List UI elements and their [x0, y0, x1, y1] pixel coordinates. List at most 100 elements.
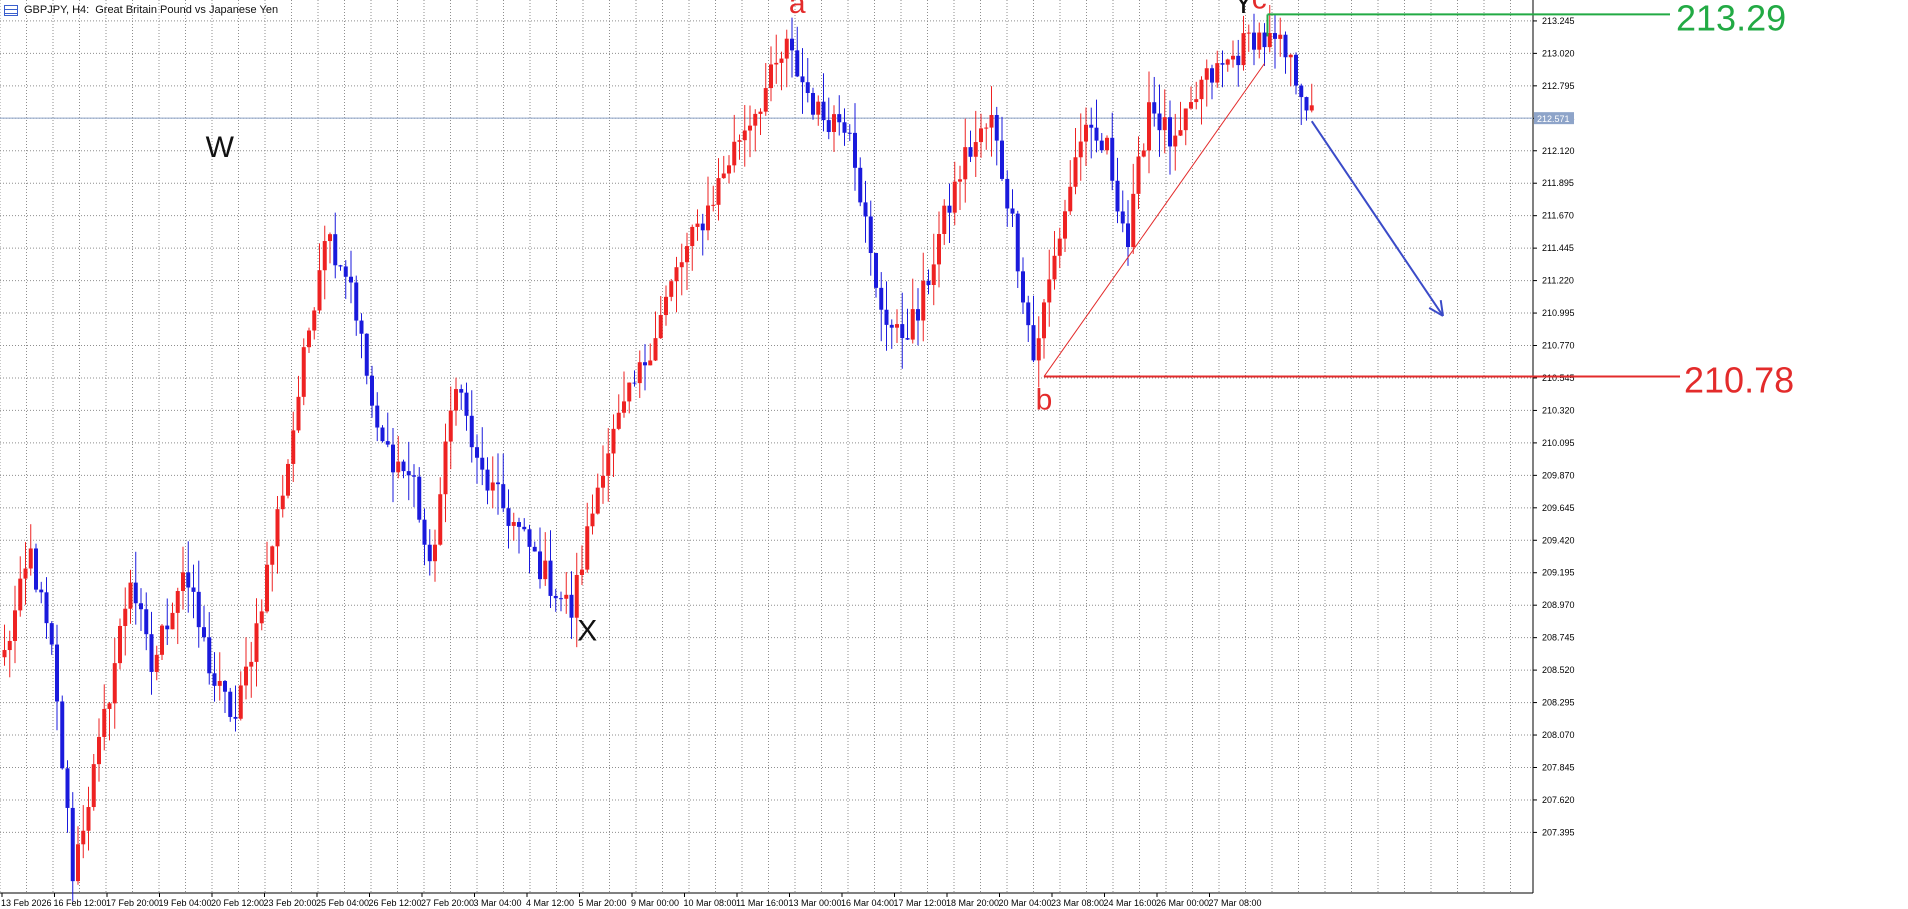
candle-bull [979, 128, 983, 143]
candle-bull [1073, 157, 1078, 187]
candle-bull [13, 610, 17, 641]
candle-bear [65, 768, 70, 808]
candle-bull [1309, 105, 1314, 111]
candle-bull [832, 114, 836, 132]
candle-bull [737, 140, 742, 142]
time-tick-label: 17 Feb 20:00 [106, 898, 159, 908]
candle-bull [931, 264, 936, 285]
candle-bull [595, 487, 600, 514]
candle-bear [385, 441, 390, 445]
candle-bull [301, 347, 306, 397]
candle-bull [1241, 33, 1246, 66]
candle-bull [307, 330, 311, 348]
candle-bull [18, 578, 23, 611]
candle-bull [1131, 193, 1136, 248]
price-tick-label: 210.095 [1542, 438, 1575, 448]
candle-bear [202, 627, 206, 638]
candle-bear [1031, 325, 1036, 361]
price-tick-label: 209.870 [1542, 470, 1575, 480]
candle-bull [958, 179, 962, 182]
candle-bear [1021, 271, 1025, 303]
candle-bull [1183, 108, 1188, 131]
candle-bull [543, 560, 548, 580]
candle-bear [370, 375, 374, 406]
candle-bull [81, 830, 86, 845]
price-tick-label: 212.795 [1542, 81, 1575, 91]
candle-bear [811, 93, 815, 115]
current-price-label: 212.571 [1537, 114, 1570, 124]
candle-bull [1246, 32, 1251, 34]
candle-bear [905, 338, 910, 340]
candle-bear [517, 522, 521, 527]
candle-bull [181, 572, 185, 592]
candle-bear [1026, 302, 1031, 326]
candle-bear [191, 587, 196, 592]
wave-label-a: a [789, 0, 806, 20]
candle-bull [1204, 68, 1209, 80]
list-icon[interactable] [4, 4, 18, 16]
candle-bull [112, 663, 117, 704]
time-tick-label: 11 Mar 16:00 [736, 898, 788, 908]
candle-bear [417, 476, 422, 520]
price-tick-label: 208.970 [1542, 600, 1575, 610]
candle-bull [317, 270, 322, 311]
candle-bear [700, 223, 705, 231]
candle-bull [1063, 211, 1067, 239]
time-tick-label: 25 Feb 04:00 [316, 898, 369, 908]
candle-bull [107, 703, 112, 709]
candle-bear [506, 508, 511, 526]
candle-bull [984, 127, 989, 129]
candle-bull [443, 441, 448, 495]
price-tick-label: 208.295 [1542, 698, 1575, 708]
candle-bear [49, 623, 54, 645]
candle-bear [70, 807, 75, 882]
price-tick-label: 210.320 [1542, 405, 1575, 415]
candle-bull [1147, 102, 1151, 151]
candle-bull [758, 111, 763, 114]
wave-label-W: W [206, 131, 235, 164]
candle-bear [1262, 32, 1267, 48]
candle-bull [1231, 55, 1235, 60]
candle-bear [1252, 32, 1256, 50]
time-tick-label: 24 Mar 16:00 [1104, 898, 1157, 908]
candle-bull [973, 142, 978, 157]
candle-bear [60, 701, 65, 769]
candle-bear [1157, 113, 1162, 131]
symbol-timeframe: GBPJPY, H4: [24, 4, 90, 16]
candle-bull [1225, 59, 1230, 65]
candle-bear [879, 287, 884, 310]
price-tick-label: 208.745 [1542, 633, 1575, 643]
candle-bear [380, 427, 385, 442]
candle-bull [1178, 130, 1183, 136]
price-tick-label: 210.770 [1542, 341, 1575, 351]
candle-bull [328, 234, 332, 242]
price-tick-label: 208.070 [1542, 730, 1575, 740]
candle-bull [816, 101, 821, 115]
candle-bear [1115, 180, 1120, 212]
price-tick-label: 213.245 [1542, 16, 1575, 26]
price-tick-label: 207.620 [1542, 795, 1575, 805]
candle-bull [727, 165, 731, 174]
candle-bull [1052, 255, 1057, 280]
forecast-arrow[interactable] [1310, 120, 1444, 317]
candle-bull [779, 58, 784, 63]
candle-bull [280, 495, 285, 510]
candle-bull [910, 309, 915, 340]
candle-bull [1173, 135, 1178, 147]
candle-bull [616, 412, 621, 429]
trend-line[interactable] [1043, 63, 1265, 377]
candle-bear [1283, 34, 1288, 58]
wave-label-b: b [1036, 384, 1053, 417]
candle-bear [228, 691, 233, 717]
candle-bull [606, 453, 611, 476]
time-tick-label: 4 Mar 12:00 [526, 898, 574, 908]
price-tick-label: 211.670 [1542, 211, 1574, 221]
candle-bull [1194, 99, 1199, 103]
candle-bull [244, 666, 248, 686]
candle-bear [427, 544, 432, 562]
candle-bear [223, 680, 227, 692]
candle-bear [632, 382, 637, 384]
candle-bear [643, 362, 647, 366]
